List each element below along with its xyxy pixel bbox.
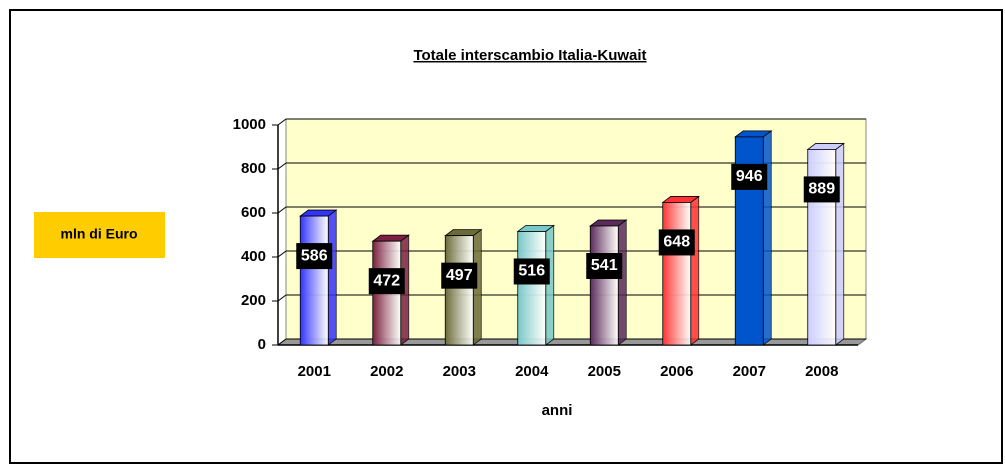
x-tick-label: 2004: [515, 363, 549, 380]
x-tick-label: 2005: [588, 363, 621, 380]
x-tick-label: 2006: [660, 363, 693, 380]
grid-line: [277, 206, 287, 214]
grid-line: [277, 338, 287, 346]
value-label: 586: [301, 247, 328, 264]
bar-side: [327, 209, 337, 346]
value-label-box: [513, 258, 550, 285]
x-tick-label: 2007: [733, 363, 766, 380]
y-tick-label: 800: [241, 160, 266, 177]
plot-floor: [276, 338, 868, 346]
x-axis-label: anni: [542, 402, 573, 419]
y-tick-label: 1000: [233, 116, 266, 133]
value-label-box: [731, 163, 768, 190]
grid-line: [277, 294, 287, 302]
value-label-box: [658, 229, 695, 256]
x-tick-label: 2008: [805, 363, 838, 380]
bar-side: [545, 224, 555, 346]
y-tick-label: 600: [241, 204, 266, 221]
x-tick-label: 2002: [370, 363, 403, 380]
grid-line: [277, 118, 287, 126]
y-tick-label: 200: [241, 292, 266, 309]
bar: [444, 235, 474, 346]
value-label: 946: [736, 168, 763, 185]
bar-side: [762, 130, 772, 346]
value-label: 889: [808, 181, 835, 198]
value-label: 648: [663, 234, 690, 251]
value-label: 497: [446, 267, 473, 284]
bar-side: [690, 195, 700, 346]
x-tick-label: 2001: [298, 363, 331, 380]
bar: [299, 215, 329, 346]
chart-title: Totale interscambio Italia-Kuwait: [413, 47, 646, 64]
y-label-box: [34, 212, 165, 258]
y-tick-label: 0: [258, 336, 266, 353]
grid-line: [277, 162, 287, 170]
bar-side: [617, 219, 627, 346]
bar: [662, 202, 692, 346]
value-label-box: [296, 243, 333, 270]
x-tick-label: 2003: [443, 363, 476, 380]
y-axis-label: mln di Euro: [61, 226, 138, 242]
value-label: 516: [518, 263, 545, 280]
y-tick-label: 400: [241, 248, 266, 265]
value-label-box: [441, 262, 478, 289]
grid-line: [277, 250, 287, 258]
bar-side: [835, 142, 845, 346]
bar: [517, 231, 547, 346]
value-label-box: [803, 176, 840, 203]
value-label: 541: [591, 257, 618, 274]
value-label-box: [586, 252, 623, 279]
value-label-box: [368, 268, 405, 295]
value-label: 472: [373, 272, 400, 289]
bar: [589, 225, 619, 346]
